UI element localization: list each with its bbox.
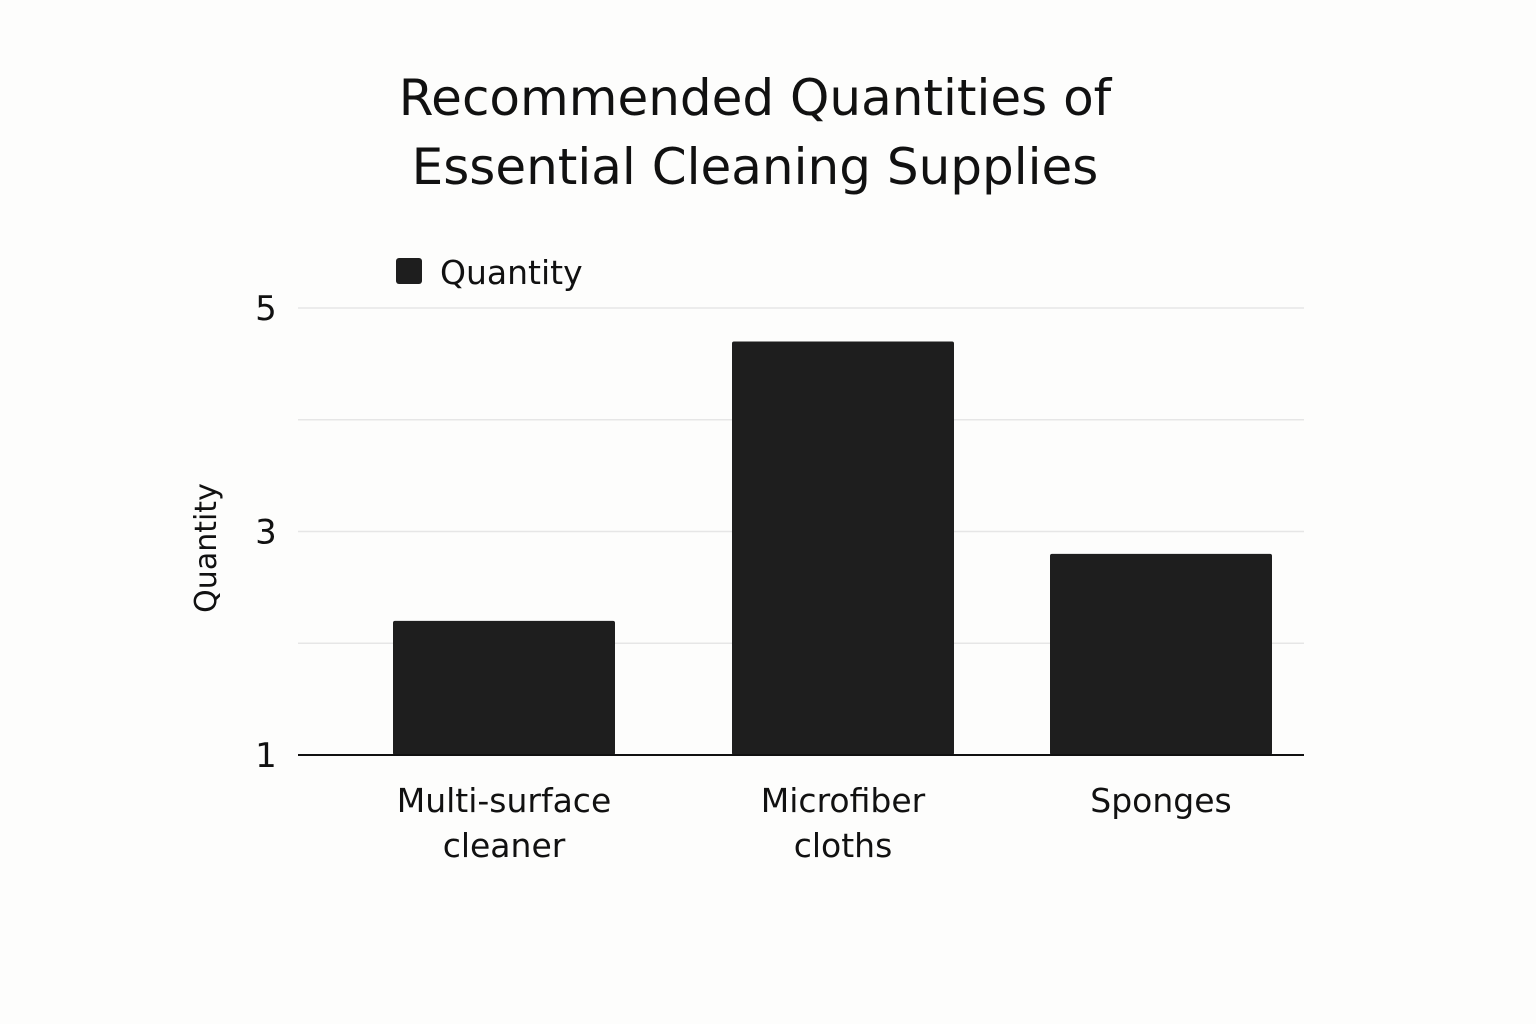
- x-tick-label: Sponges: [1090, 781, 1231, 820]
- bar: [1050, 553, 1272, 755]
- x-tick-label: Multi-surface: [397, 781, 612, 820]
- y-tick-label: 5: [255, 289, 277, 329]
- bar: [732, 341, 954, 755]
- y-tick-labels: 5 3 1: [255, 289, 277, 776]
- legend-swatch: [396, 258, 422, 284]
- x-tick-labels: Multi-surface cleaner Microfiber cloths …: [397, 781, 1232, 865]
- y-tick-label: 1: [255, 736, 277, 776]
- x-tick-label: Microfiber: [761, 781, 926, 820]
- legend: Quantity: [396, 253, 583, 292]
- chart-title-line-1: Recommended Quantities of: [399, 69, 1113, 127]
- legend-label: Quantity: [440, 253, 583, 292]
- bars: [393, 341, 1272, 755]
- chart-title-line-2: Essential Cleaning Supplies: [412, 138, 1099, 196]
- x-tick-label: cleaner: [443, 826, 566, 865]
- bar: [393, 620, 615, 755]
- y-tick-label: 3: [255, 513, 277, 553]
- x-tick-label: cloths: [794, 826, 893, 865]
- y-axis-title: Quantity: [189, 483, 224, 613]
